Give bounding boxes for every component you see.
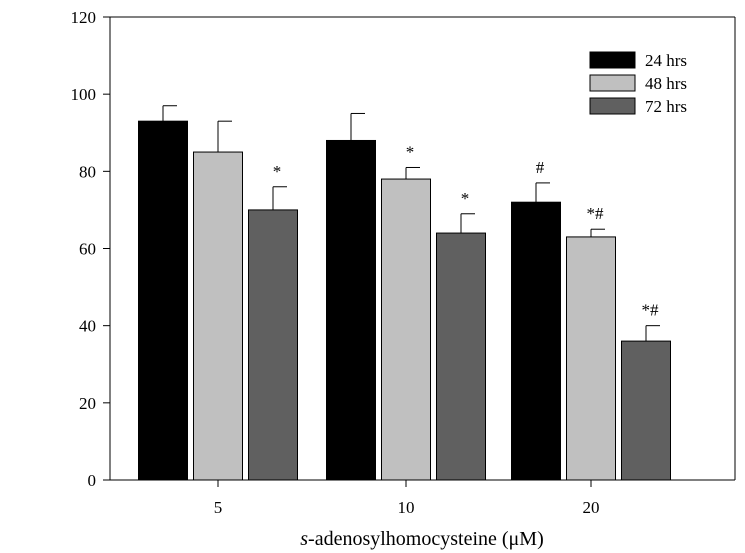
bars bbox=[138, 120, 671, 481]
x-tick-label: 10 bbox=[398, 498, 415, 517]
bar bbox=[621, 340, 671, 481]
y-axis-ticks: 0 20 40 60 80 100 120 bbox=[71, 8, 110, 490]
bar bbox=[381, 178, 431, 481]
legend-swatch bbox=[589, 74, 636, 92]
significance-marker: *# bbox=[587, 204, 605, 223]
legend-swatch bbox=[589, 51, 636, 69]
y-tick-label: 60 bbox=[79, 240, 96, 259]
bar bbox=[326, 139, 376, 481]
legend: 24 hrs 48 hrs 72 hrs bbox=[589, 51, 687, 116]
x-axis-ticks: 5 10 20 bbox=[214, 480, 600, 517]
y-tick-label: 40 bbox=[79, 317, 96, 336]
bar bbox=[566, 236, 616, 481]
significance-marker: *# bbox=[642, 301, 660, 320]
significance-marker: * bbox=[273, 162, 282, 181]
significance-annotations: # * *# * * *# bbox=[273, 142, 659, 319]
bar bbox=[138, 120, 188, 481]
y-tick-label: 100 bbox=[71, 85, 97, 104]
legend-swatch bbox=[589, 97, 636, 115]
bar bbox=[193, 151, 243, 481]
significance-marker: * bbox=[406, 142, 415, 161]
significance-marker: * bbox=[461, 189, 470, 208]
legend-label: 48 hrs bbox=[645, 74, 687, 93]
y-tick-label: 0 bbox=[88, 471, 97, 490]
legend-label: 24 hrs bbox=[645, 51, 687, 70]
x-tick-label: 20 bbox=[583, 498, 600, 517]
x-tick-label: 5 bbox=[214, 498, 223, 517]
y-tick-label: 20 bbox=[79, 394, 96, 413]
legend-label: 72 hrs bbox=[645, 97, 687, 116]
bar bbox=[511, 201, 561, 481]
y-tick-label: 80 bbox=[79, 162, 96, 181]
significance-marker: # bbox=[536, 158, 545, 177]
error-bars bbox=[162, 105, 660, 342]
x-axis-title: s-adenosylhomocysteine (μM) bbox=[300, 528, 543, 550]
y-tick-label: 120 bbox=[71, 8, 97, 27]
bar bbox=[436, 232, 486, 481]
bar bbox=[248, 209, 298, 481]
